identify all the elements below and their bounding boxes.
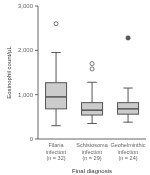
svg-text:0: 0 (30, 136, 34, 142)
svg-text:1,000: 1,000 (18, 92, 34, 98)
svg-text:Filariainfection(n = 32): Filariainfection(n = 32) (46, 142, 67, 161)
svg-text:2,000: 2,000 (18, 47, 34, 53)
svg-text:Schistosomainfection(n = 29): Schistosomainfection(n = 29) (76, 142, 108, 161)
svg-text:Final diagnosis: Final diagnosis (72, 168, 112, 174)
svg-text:Geohelminthicinfection(n = 24): Geohelminthicinfection(n = 24) (110, 142, 142, 161)
svg-text:Eosinophil count/μL: Eosinophil count/μL (8, 46, 12, 99)
svg-text:3,000: 3,000 (18, 3, 34, 9)
